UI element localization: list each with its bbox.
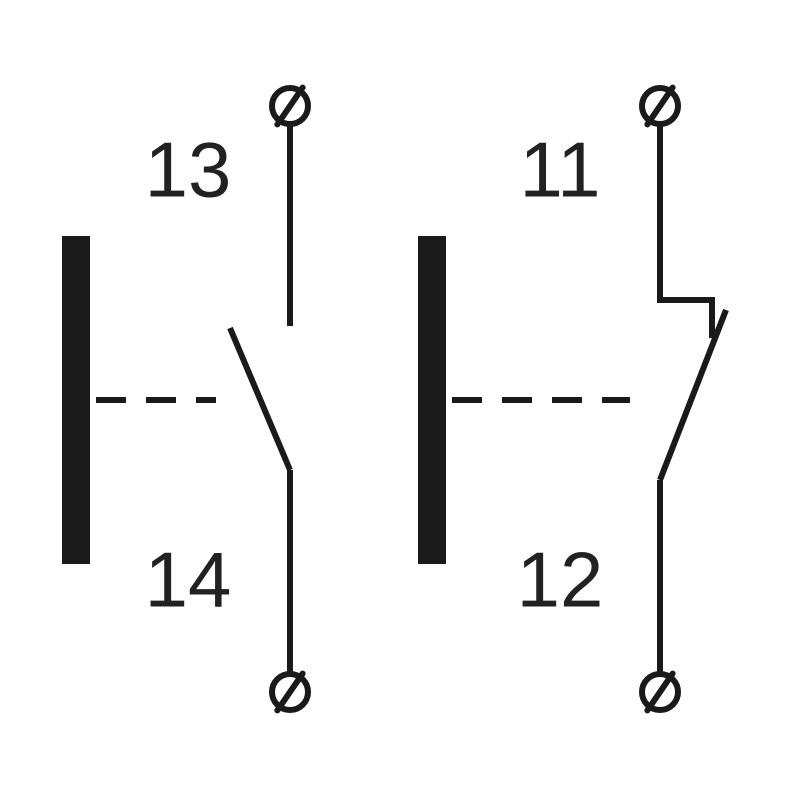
terminal-12 bbox=[642, 674, 678, 711]
label-13: 13 bbox=[145, 126, 232, 214]
label-12: 12 bbox=[517, 536, 604, 624]
contact-arm-1 bbox=[230, 328, 290, 470]
terminal-11 bbox=[642, 88, 678, 125]
label-14: 14 bbox=[145, 536, 232, 624]
label-11: 11 bbox=[520, 126, 601, 214]
contact-nc bbox=[660, 124, 726, 674]
terminal-14 bbox=[272, 674, 308, 711]
contact-arm-2 bbox=[660, 310, 726, 480]
terminal-13 bbox=[272, 88, 308, 125]
contact-no bbox=[230, 124, 290, 674]
